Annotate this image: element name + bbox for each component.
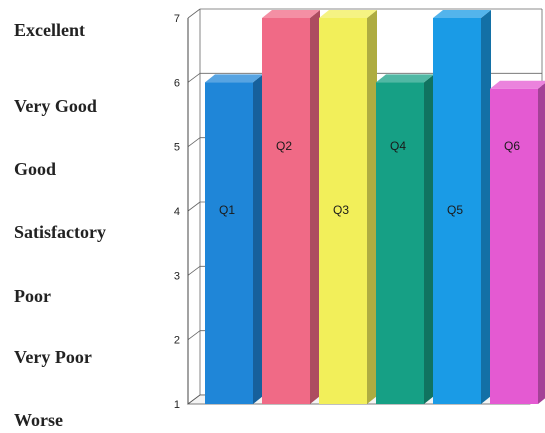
- bar-top-Q3: [319, 10, 377, 18]
- bar-Q6: [490, 88, 538, 405]
- rating-label-very-poor: Very Poor: [14, 347, 92, 367]
- bar-top-Q1: [205, 74, 263, 83]
- y-tick-label-7: 7: [174, 13, 180, 25]
- bar-side-Q3: [367, 10, 377, 404]
- bar-side-Q6: [538, 83, 545, 404]
- y-tick-label-6: 6: [174, 77, 180, 89]
- rating-label-poor: Poor: [14, 286, 51, 306]
- gridline-side-4: [187, 201, 201, 212]
- rating-label-very-good: Very Good: [14, 96, 97, 116]
- bar-Q5: [433, 18, 481, 404]
- bar-side-Q4: [424, 74, 434, 404]
- y-tick-label-5: 5: [174, 142, 180, 154]
- rating-label-satisfactory: Satisfactory: [14, 222, 106, 242]
- y-tick-label-4: 4: [174, 206, 180, 218]
- gridline-side-5: [187, 137, 201, 147]
- bar-side-Q5: [481, 10, 491, 404]
- rating-label-good: Good: [14, 159, 57, 179]
- rating-label-worse: Worse: [14, 410, 63, 430]
- bar-top-Q6: [490, 80, 545, 89]
- bar-label-Q3: Q3: [333, 203, 349, 217]
- gridline-side-6: [187, 73, 201, 83]
- gridline-side-2: [187, 330, 201, 340]
- rating-label-excellent: Excellent: [14, 20, 85, 40]
- bar-Q4: [376, 82, 424, 404]
- bar-top-Q2: [262, 10, 320, 18]
- bar-top-Q4: [376, 74, 434, 83]
- y-tick-label-1: 1: [174, 399, 180, 411]
- bar-Q1: [205, 82, 253, 404]
- y-tick-label-2: 2: [174, 335, 180, 347]
- bar-Q3: [319, 18, 367, 404]
- bar-side-Q1: [253, 74, 263, 404]
- gridline-side-3: [187, 266, 201, 276]
- bar-label-Q4: Q4: [390, 139, 406, 153]
- bar-label-Q2: Q2: [276, 139, 292, 153]
- bar-side-Q2: [310, 10, 320, 404]
- y-tick-label-3: 3: [174, 270, 180, 282]
- bar-label-Q1: Q1: [219, 203, 235, 217]
- gridline-side-7: [187, 8, 201, 19]
- bar-Q2: [262, 18, 310, 404]
- bar-label-Q6: Q6: [504, 139, 520, 153]
- bar-top-Q5: [433, 10, 491, 18]
- bar-label-Q5: Q5: [447, 203, 463, 217]
